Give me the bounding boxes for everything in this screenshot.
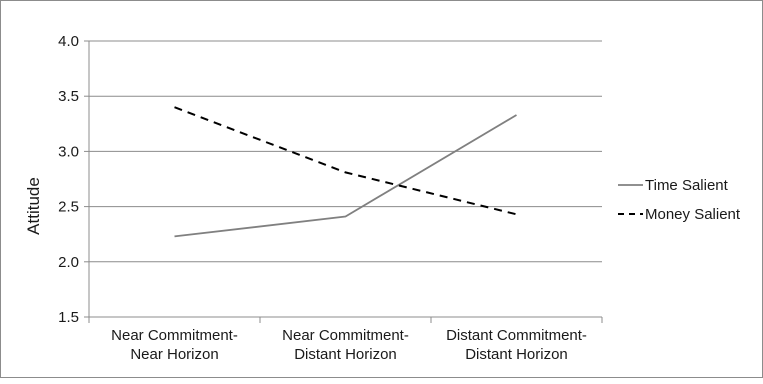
y-axis-title: Attitude <box>24 177 43 235</box>
x-tick-label-line: Distant Horizon <box>294 346 397 363</box>
y-tick-label: 2.0 <box>58 254 79 271</box>
y-tick-label: 1.5 <box>58 309 79 326</box>
gridlines <box>89 40 602 263</box>
y-tick-label: 4.0 <box>58 33 79 50</box>
x-tick-label: Distant Commitment- Distant Horizon <box>446 327 587 363</box>
y-tick-label: 2.5 <box>58 199 79 216</box>
x-tick-label: Near Commitment- Near Horizon <box>111 327 238 363</box>
series-line-1 <box>174 114 517 238</box>
x-tick-label-line: Near Commitment- <box>282 327 409 344</box>
x-tick-label-line: Distant Commitment- <box>446 327 587 344</box>
y-tick-labels: 1.5 2.0 2.5 3.0 3.5 4.0 <box>58 33 79 326</box>
y-tick-label: 3.0 <box>58 143 79 160</box>
x-tick-label-line: Distant Horizon <box>465 346 568 363</box>
series-lines <box>174 106 517 238</box>
x-tick-label: Near Commitment- Distant Horizon <box>282 327 409 363</box>
legend-label: Time Salient <box>645 177 729 194</box>
series-line-2 <box>174 106 517 216</box>
y-tick-label: 3.5 <box>58 88 79 105</box>
legend-label: Money Salient <box>645 206 741 223</box>
x-tick-label-line: Near Commitment- <box>111 327 238 344</box>
legend: Time Salient Money Salient <box>618 177 741 223</box>
axes <box>84 40 603 323</box>
x-tick-label-line: Near Horizon <box>130 346 218 363</box>
